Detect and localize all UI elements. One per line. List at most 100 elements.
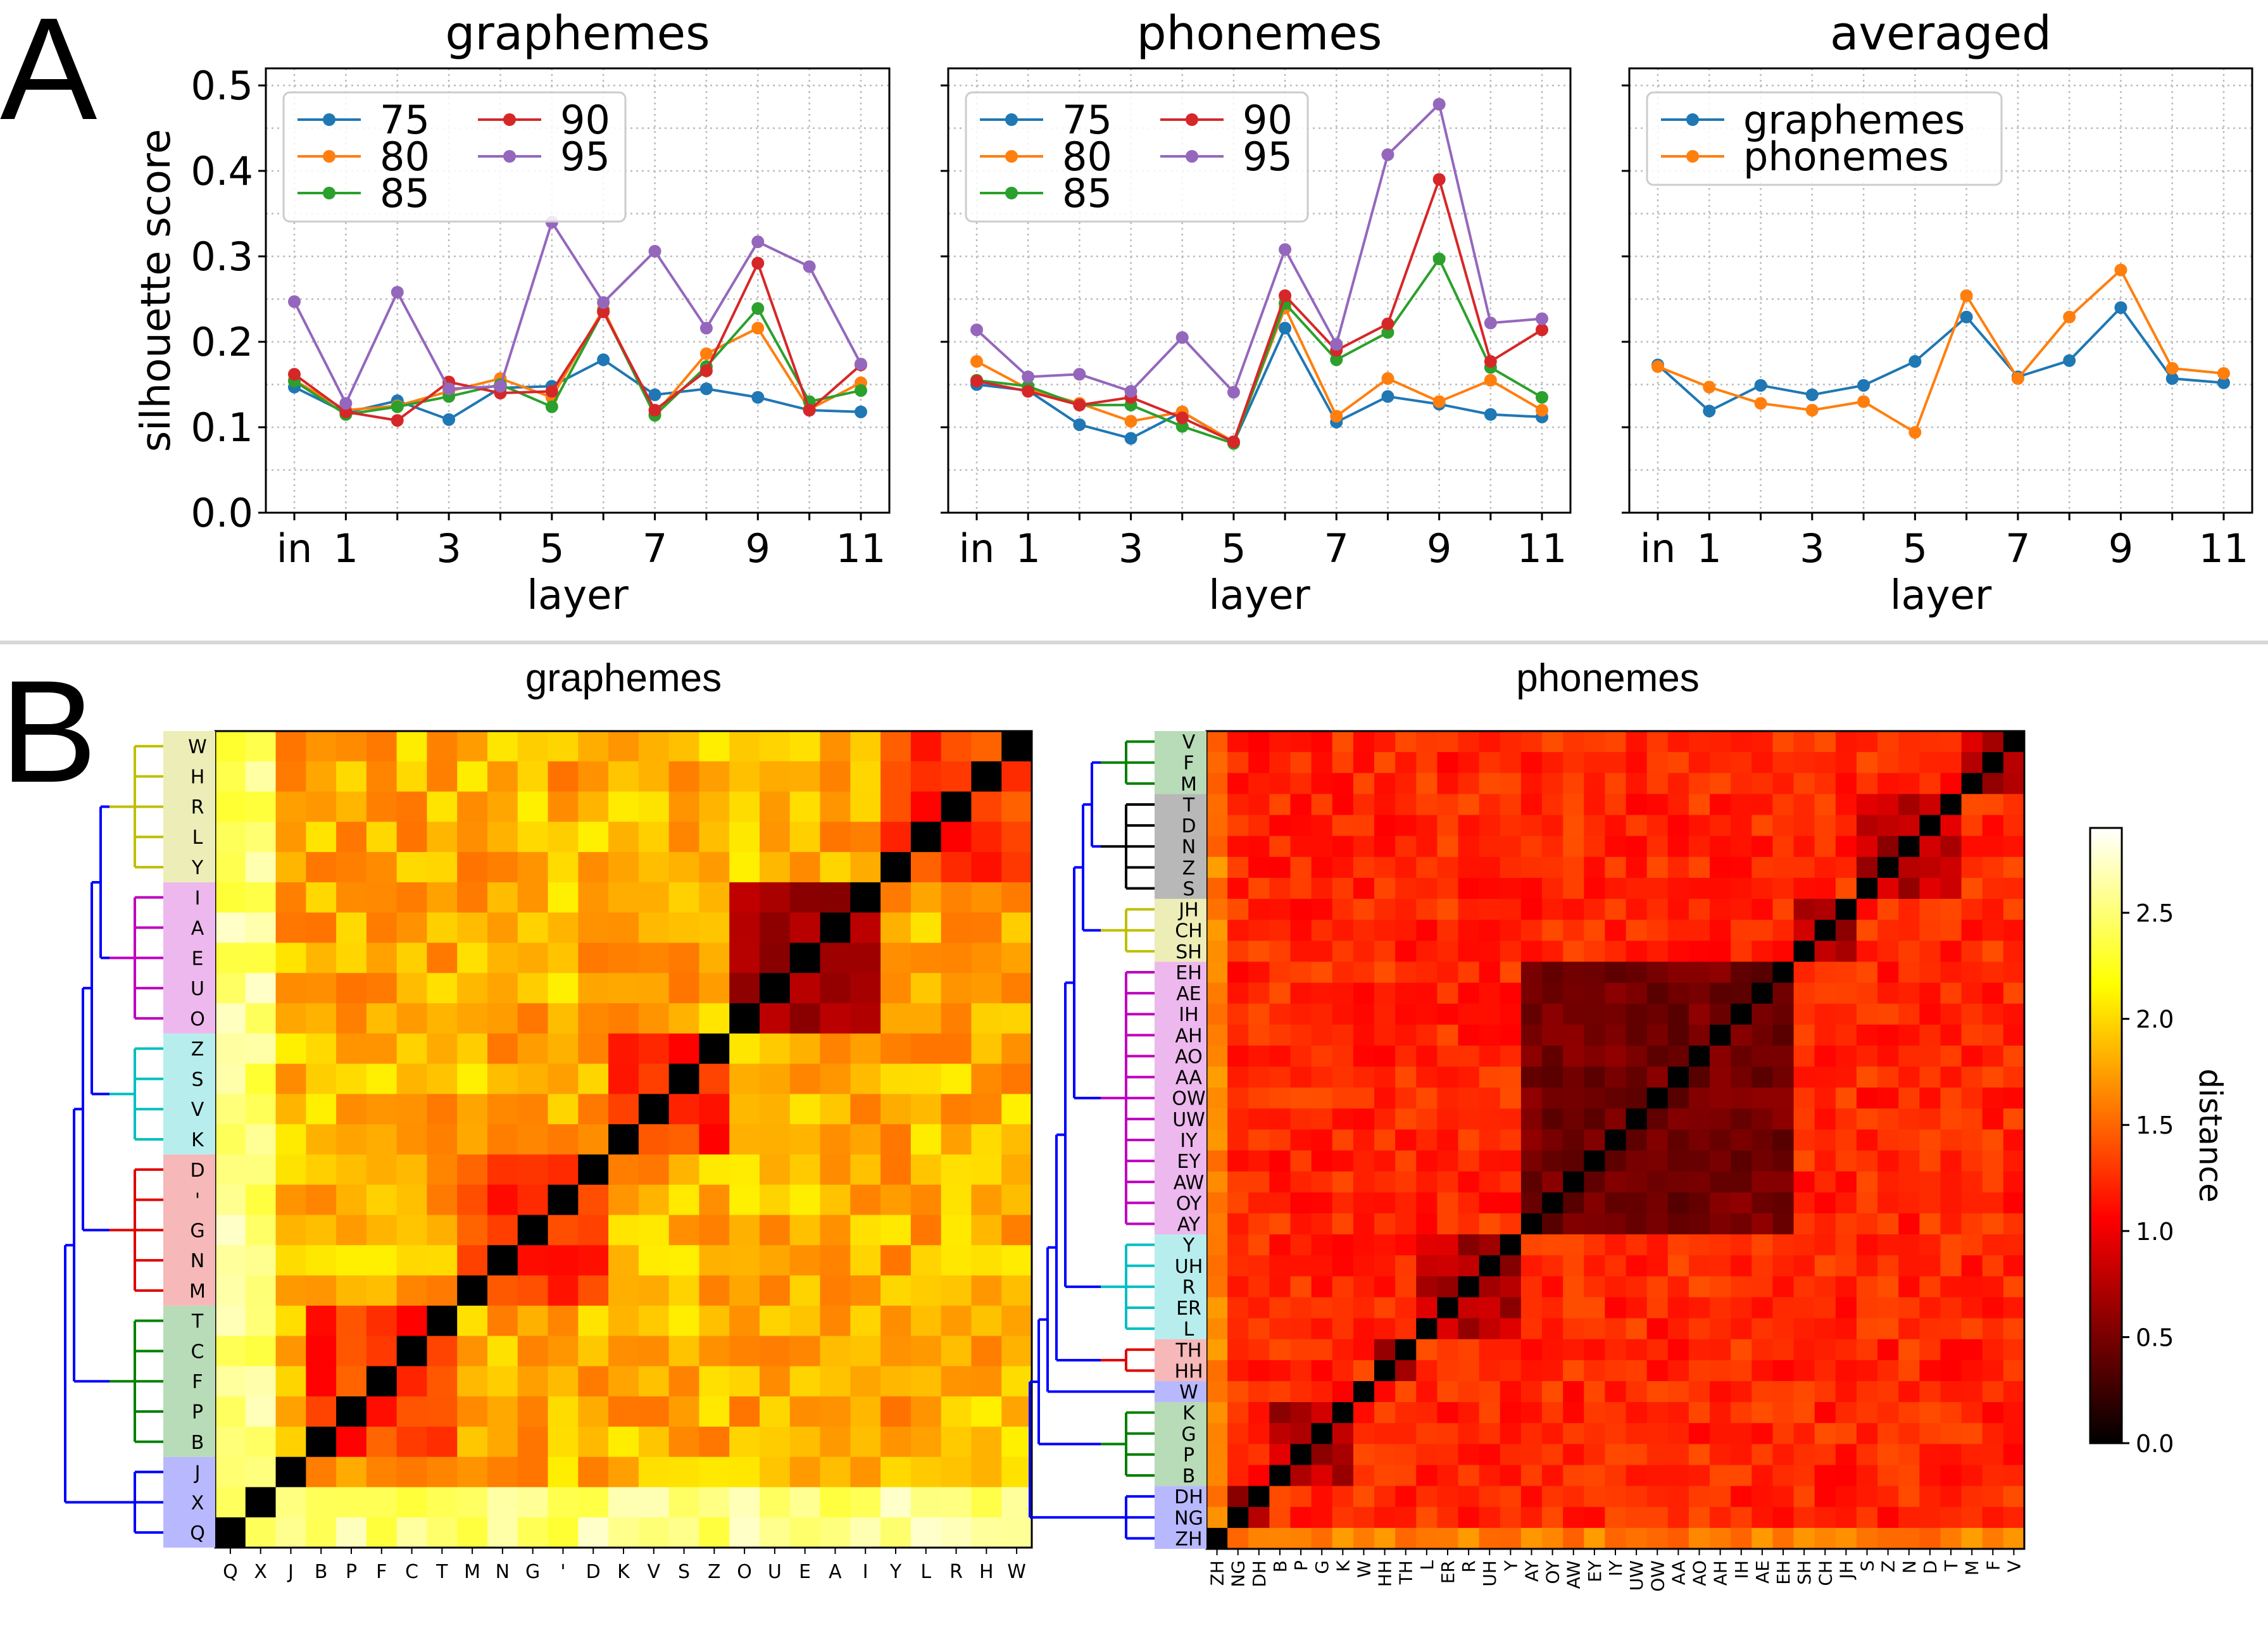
data-point — [1022, 385, 1035, 398]
heatmap-cell — [1001, 942, 1032, 974]
heatmap-cell — [1311, 836, 1333, 858]
heatmap-cell — [1731, 877, 1752, 899]
heatmap-cell — [1395, 1067, 1417, 1088]
heatmap-cell — [1898, 1192, 1920, 1214]
heatmap-cell — [820, 852, 851, 883]
heatmap-cell — [1248, 1381, 1270, 1403]
heatmap-cell — [1353, 1465, 1375, 1487]
heatmap-cell — [427, 1094, 458, 1125]
heatmap-cell — [1940, 1003, 1962, 1025]
heatmap-cell — [1206, 836, 1228, 858]
heatmap-cell — [850, 1487, 881, 1518]
heatmap-cell — [1227, 1108, 1249, 1130]
heatmap-cell — [1688, 961, 1710, 984]
heatmap-cell — [1227, 752, 1249, 773]
heatmap-cell — [1248, 899, 1270, 920]
data-point — [1484, 373, 1497, 387]
heatmap-cell — [971, 1245, 1002, 1276]
data-point — [2217, 366, 2230, 380]
heatmap-cell — [1520, 856, 1543, 879]
heatmap-cell — [336, 1305, 367, 1337]
heatmap-cell — [1479, 1213, 1501, 1235]
heatmap-cell — [1458, 1234, 1480, 1256]
heatmap-cell — [1835, 1003, 1857, 1025]
heatmap-cell — [1227, 1067, 1249, 1088]
heatmap-cell — [1940, 1045, 1962, 1067]
heatmap-cell — [1898, 1360, 1920, 1382]
heatmap-cell — [1206, 815, 1228, 837]
heatmap-cell — [880, 1366, 912, 1397]
heatmap-cell — [1479, 1402, 1501, 1424]
heatmap-cell — [1919, 1527, 1941, 1550]
heatmap-cell — [1584, 1423, 1606, 1444]
heatmap-cell — [638, 1215, 670, 1246]
heatmap-cell — [517, 731, 549, 762]
heatmap-cell — [1605, 1213, 1627, 1235]
heatmap-cell — [1458, 1150, 1480, 1172]
heatmap-cell — [1940, 1465, 1962, 1487]
heatmap-cell — [1626, 1506, 1648, 1529]
heatmap-cell — [1877, 1318, 1899, 1340]
heatmap-cell — [971, 1366, 1002, 1397]
heatmap-cell — [1710, 982, 1731, 1005]
heatmap-cell — [1269, 1171, 1291, 1193]
heatmap-cell — [1772, 941, 1795, 963]
heatmap-cell — [1731, 1003, 1752, 1025]
heatmap-cell — [1731, 773, 1752, 794]
heatmap-cell — [1311, 794, 1333, 816]
series-line — [1657, 268, 2224, 435]
heatmap-cell — [1001, 1124, 1032, 1155]
heatmap-cell — [1605, 1465, 1627, 1487]
heatmap-cell — [880, 1094, 912, 1125]
heatmap-cell — [306, 912, 337, 944]
heatmap-cell — [1646, 941, 1669, 963]
heatmap-cell — [1227, 1024, 1249, 1046]
heatmap-cell — [1416, 920, 1438, 941]
heatmap-cell — [1500, 877, 1522, 899]
heatmap-cell — [1290, 1297, 1312, 1319]
data-point — [803, 404, 816, 416]
heatmap-cell — [1856, 1360, 1878, 1382]
x-tick-label: F — [1983, 1560, 2003, 1570]
heatmap-cell — [2003, 731, 2025, 753]
heatmap-cell — [789, 1184, 821, 1216]
heatmap-cell — [215, 1154, 246, 1186]
heatmap-cell — [1772, 1360, 1795, 1382]
heatmap-cell — [2003, 1444, 2025, 1466]
data-point — [2063, 310, 2076, 323]
heatmap-cell — [1248, 794, 1270, 816]
y-tick-label: R — [191, 796, 204, 818]
heatmap-cell — [1626, 877, 1648, 899]
heatmap-cell — [1395, 1486, 1417, 1508]
x-tick-label: IH — [1731, 1560, 1752, 1579]
heatmap-cell — [1311, 1024, 1333, 1046]
data-point — [2063, 354, 2076, 367]
heatmap-cell — [2003, 1192, 2025, 1214]
x-tick-label: 3 — [436, 525, 461, 572]
heatmap-cell — [1520, 773, 1543, 794]
heatmap-cell — [1940, 1276, 1962, 1298]
heatmap-cell — [1688, 752, 1710, 773]
heatmap-cell — [1500, 1297, 1522, 1319]
heatmap-cell — [971, 761, 1002, 792]
heatmap-cell — [1731, 1067, 1752, 1088]
x-tick-label: R — [1458, 1560, 1479, 1572]
heatmap-cell — [699, 1487, 730, 1518]
heatmap-cell — [1479, 731, 1501, 753]
heatmap-cell — [366, 1426, 398, 1458]
heatmap-cell — [1416, 1486, 1438, 1508]
x-tick-label: AH — [1710, 1560, 1731, 1586]
heatmap-cell — [1500, 1527, 1522, 1550]
heatmap-cell — [638, 1305, 670, 1337]
heatmap-cell — [1374, 1318, 1396, 1340]
heatmap-cell — [457, 1245, 488, 1276]
heatmap-cell — [1353, 982, 1375, 1005]
heatmap-cell — [1353, 1381, 1375, 1403]
heatmap-cell — [1919, 1276, 1941, 1298]
heatmap-cell — [1772, 1234, 1795, 1256]
heatmap-cell — [427, 1003, 458, 1034]
heatmap-cell — [1520, 1045, 1543, 1067]
heatmap-cell — [1437, 1318, 1459, 1340]
